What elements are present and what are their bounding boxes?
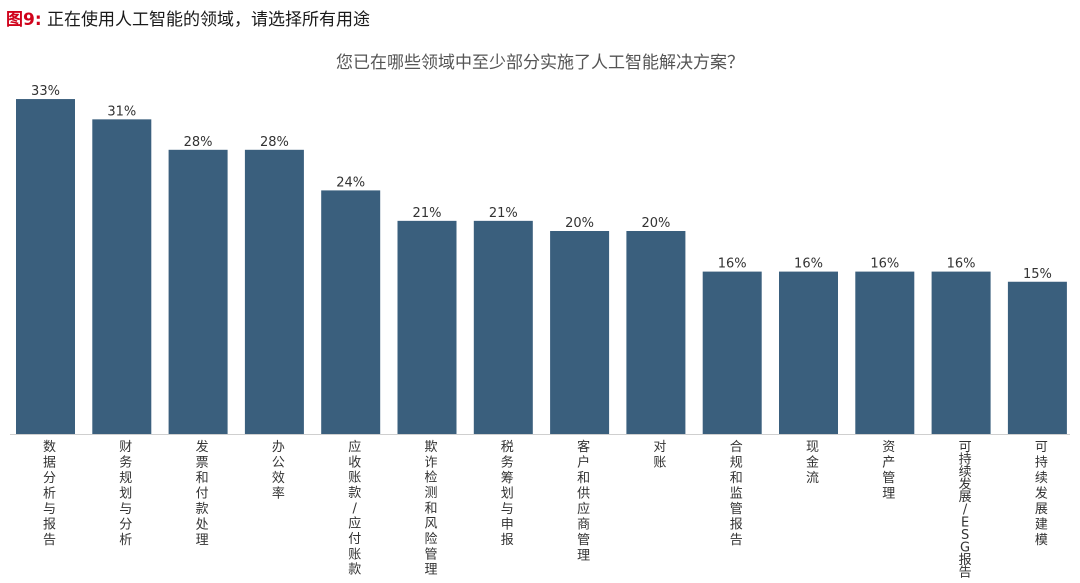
category-label: 应收账款/应付账款 xyxy=(348,439,361,578)
category-label: 对账 xyxy=(653,440,666,471)
data-label: 16% xyxy=(870,257,899,272)
bar xyxy=(397,220,457,434)
bar xyxy=(16,99,75,435)
bar xyxy=(168,149,228,435)
category-label: 欺诈检测和风险管理 xyxy=(424,440,437,578)
bar xyxy=(244,149,304,435)
category-label: 客户和供应商管理 xyxy=(577,439,590,564)
category-label: 财务规划与分析 xyxy=(119,440,132,548)
data-label: 24% xyxy=(336,175,365,190)
data-label: 21% xyxy=(413,206,442,221)
category-label: 数据分析与报告 xyxy=(43,440,56,548)
data-label: 16% xyxy=(947,257,976,272)
category-label: 可持续发展建模 xyxy=(1035,440,1048,548)
data-label: 20% xyxy=(641,216,670,231)
bar xyxy=(931,271,991,434)
data-label: 33% xyxy=(31,84,60,99)
chart-title: 您已在哪些领域中至少部分实施了人工智能解决方案？ xyxy=(336,53,744,73)
bar xyxy=(321,190,381,434)
data-label: 28% xyxy=(184,135,213,150)
data-label: 16% xyxy=(718,257,747,272)
data-label: 21% xyxy=(489,206,518,221)
category-label: 可持续发展/E S G 报告 xyxy=(959,440,972,580)
category-label: 发票和付款处理 xyxy=(196,439,209,548)
bar xyxy=(855,271,915,434)
data-label: 16% xyxy=(794,257,823,272)
bar xyxy=(550,231,610,434)
category-label: 办公效率 xyxy=(272,440,285,502)
bar xyxy=(92,119,152,434)
data-label: 28% xyxy=(260,135,289,150)
data-label: 31% xyxy=(107,104,136,119)
data-label: 15% xyxy=(1023,267,1052,282)
category-label: 资产管理 xyxy=(882,440,895,502)
category-label: 现金流 xyxy=(806,440,819,486)
data-label: 20% xyxy=(565,216,594,231)
bar xyxy=(626,231,686,434)
figure-number: 图9: xyxy=(6,10,42,30)
category-label: 税务筹划与申报 xyxy=(501,440,514,548)
bar xyxy=(1007,281,1067,434)
bar xyxy=(473,220,533,434)
figure-caption-text: 正在使用人工智能的领域，请选择所有用途 xyxy=(47,10,371,30)
category-label: 合规和监管报告 xyxy=(730,440,743,548)
figure-caption: 图9: 正在使用人工智能的领域，请选择所有用途 xyxy=(6,5,370,30)
bar xyxy=(779,271,838,434)
bar xyxy=(702,271,762,434)
